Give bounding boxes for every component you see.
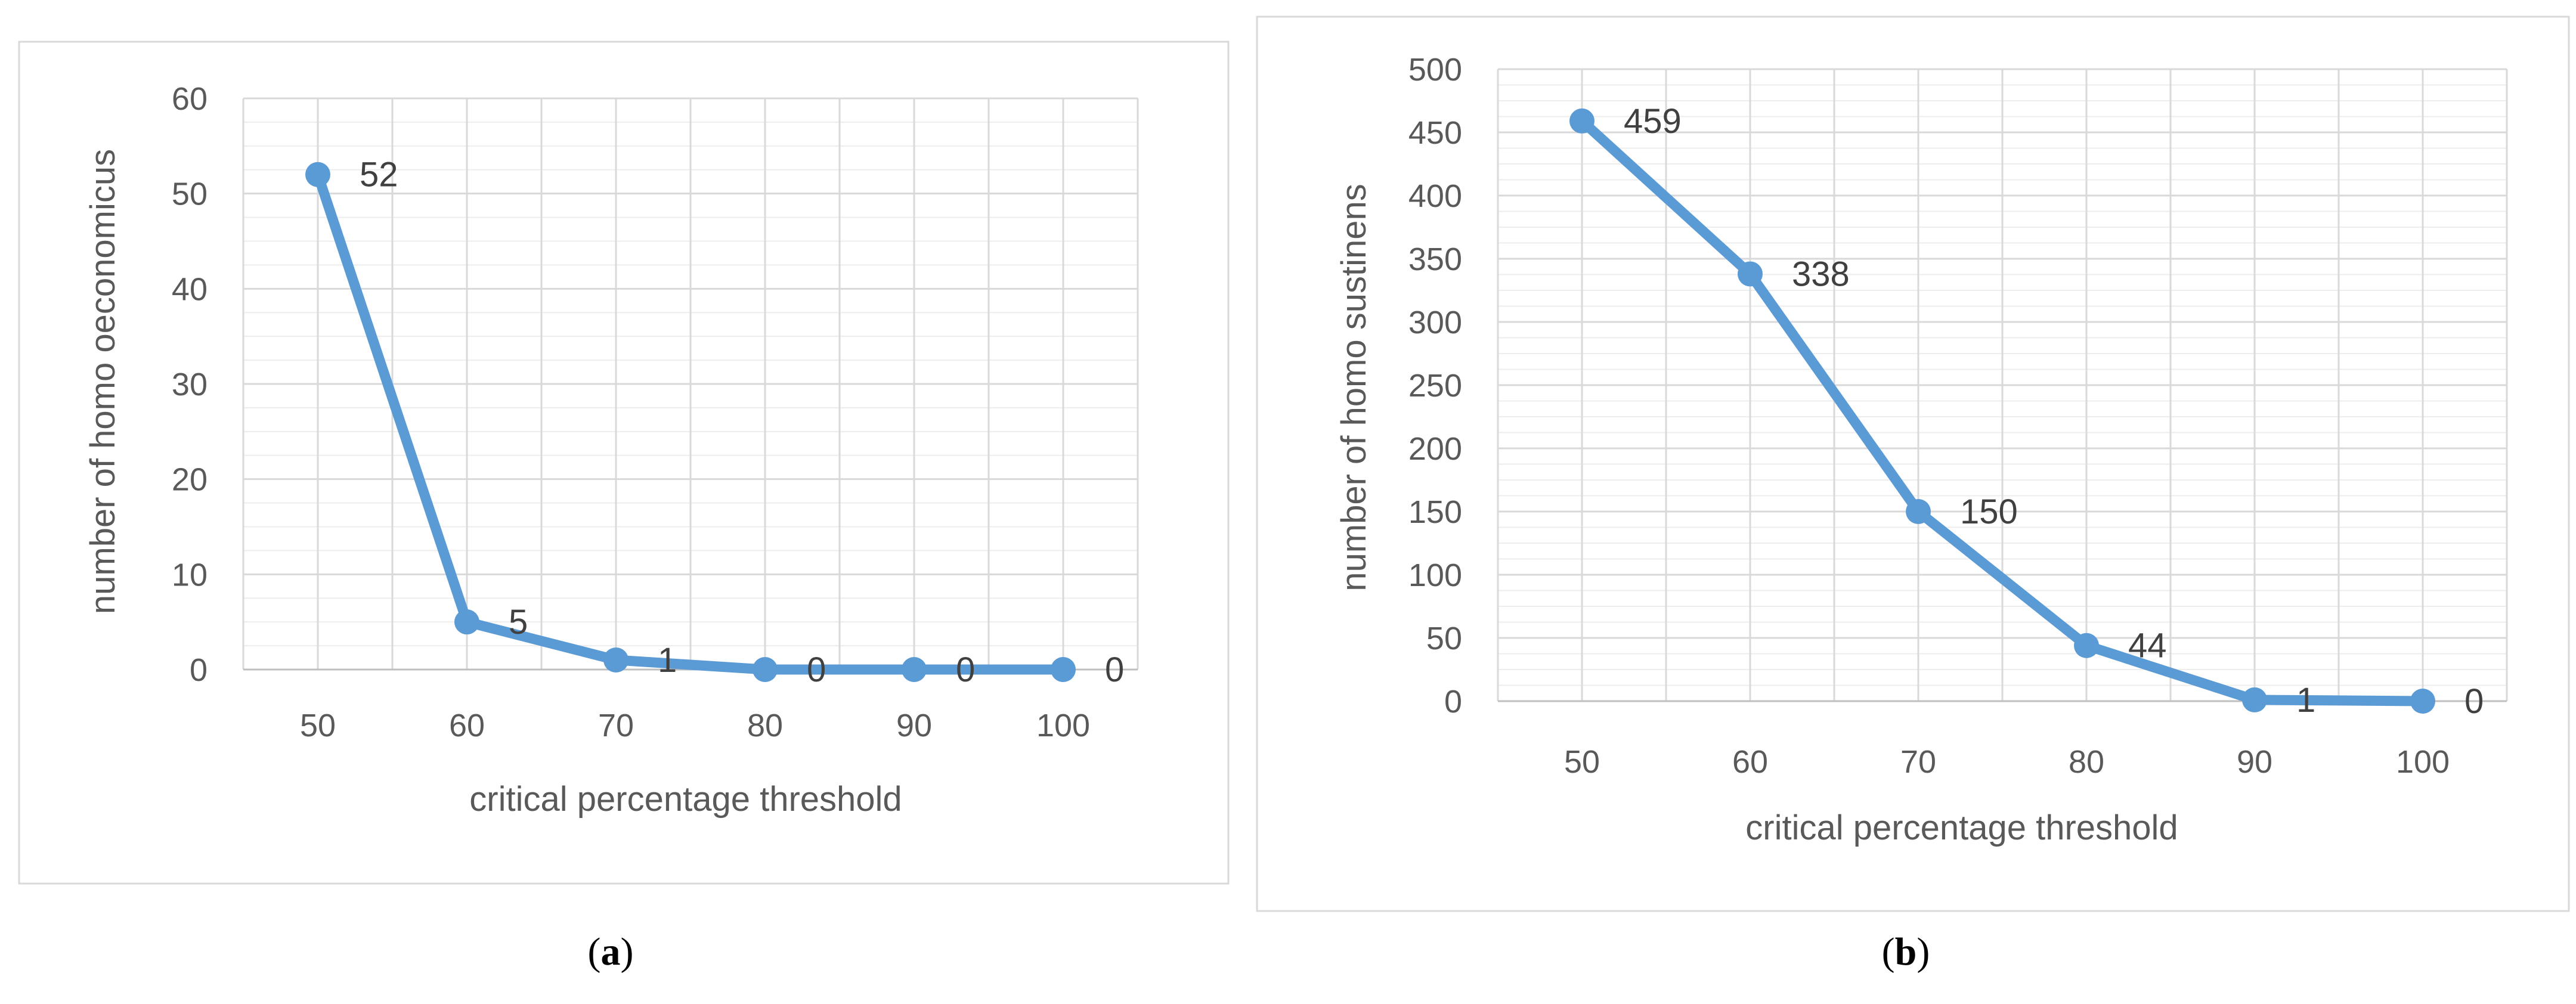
caption-b-letter: b <box>1895 930 1917 974</box>
chart-b-y-ticks: 0 50 100 150 200 250 300 350 400 450 500 <box>1408 52 1462 720</box>
chart-b-data-label: 459 <box>1624 102 1682 141</box>
chart-b-y-tick-label: 100 <box>1408 557 1462 593</box>
chart-b-data-point <box>2074 633 2099 658</box>
chart-a-data-label: 0 <box>1105 650 1124 689</box>
chart-b-series-line <box>1578 117 2423 706</box>
chart-b-data-point <box>2410 689 2435 714</box>
chart-a-y-tick-label: 50 <box>172 176 208 212</box>
chart-b-data-labels: 459 338 150 44 1 0 <box>1624 102 2484 721</box>
chart-b-y-tick-label: 450 <box>1408 115 1462 151</box>
chart-a-data-label: 5 <box>509 603 528 642</box>
chart-b-data-point <box>1738 261 1763 287</box>
chart-a-y-tick-label: 60 <box>172 81 208 117</box>
chart-b-data-point <box>1906 499 1931 524</box>
chart-b-x-tick-label: 60 <box>1732 744 1768 780</box>
chart-b-series <box>1578 117 2423 706</box>
chart-a-series-line <box>312 173 1063 675</box>
chart-a-x-axis-label: critical percentage threshold <box>469 780 902 819</box>
chart-a-x-tick-label: 90 <box>896 708 932 743</box>
svg-text:(b): (b) <box>1882 930 1930 974</box>
chart-b-data-point <box>2242 687 2267 712</box>
chart-a-data-label: 0 <box>807 650 826 689</box>
chart-a-x-ticks: 50 60 70 80 90 100 <box>300 708 1090 743</box>
chart-b-x-tick-label: 90 <box>2237 744 2272 780</box>
chart-a-points <box>305 162 1076 682</box>
chart-b-data-label: 150 <box>1960 492 2018 531</box>
chart-a-data-label: 52 <box>360 156 398 194</box>
chart-b-grid <box>1497 68 2508 702</box>
chart-b-x-tick-label: 50 <box>1564 744 1600 780</box>
chart-a-data-label: 0 <box>956 650 975 689</box>
chart-a-y-tick-label: 30 <box>172 367 208 402</box>
chart-a-data-point <box>454 609 479 635</box>
chart-a-x-tick-label: 100 <box>1036 708 1090 743</box>
chart-b-data-label: 338 <box>1792 255 1850 293</box>
chart-b-x-axis-label: critical percentage threshold <box>1745 808 2178 847</box>
chart-a-x-tick-label: 50 <box>300 708 336 743</box>
caption-b: (b) <box>1882 930 1930 974</box>
chart-a-y-axis-label: number of homo oeconomicus <box>83 149 122 614</box>
chart-b-x-tick-label: 70 <box>1900 744 1936 780</box>
chart-a-y-tick-label: 0 <box>190 652 208 688</box>
chart-a-x-tick-label: 80 <box>747 708 783 743</box>
chart-a-x-tick-label: 70 <box>598 708 634 743</box>
caption-a: (a) <box>588 930 634 974</box>
chart-b-y-tick-label: 200 <box>1408 431 1462 467</box>
chart-b-y-tick-label: 150 <box>1408 494 1462 530</box>
chart-b-data-label: 0 <box>2464 682 2484 721</box>
chart-a-y-tick-label: 40 <box>172 271 208 307</box>
chart-b-y-tick-label: 500 <box>1408 52 1462 88</box>
chart-a-y-tick-label: 10 <box>172 557 208 593</box>
chart-b-y-tick-label: 0 <box>1444 684 1462 720</box>
chart-b-y-tick-label: 300 <box>1408 305 1462 340</box>
chart-a-x-tick-label: 60 <box>449 708 485 743</box>
chart-b-data-point <box>1569 108 1594 134</box>
chart-b-x-tick-label: 100 <box>2396 744 2450 780</box>
chart-b: 0 50 100 150 200 250 300 350 400 450 500 50 60 70 80 9… <box>1256 16 2570 912</box>
chart-a-data-point <box>1051 657 1076 682</box>
chart-b-y-tick-label: 400 <box>1408 178 1462 214</box>
chart-a-y-ticks: 0 10 20 30 40 50 60 <box>172 81 208 688</box>
svg-text:(a): (a) <box>588 930 634 974</box>
chart-b-y-tick-label: 250 <box>1408 368 1462 404</box>
chart-a-data-point <box>902 657 927 682</box>
chart-a-y-tick-label: 20 <box>172 462 208 498</box>
chart-a-data-labels: 52 5 1 0 0 0 <box>360 156 1124 689</box>
chart-b-data-label: 1 <box>2296 681 2315 720</box>
chart-b-x-ticks: 50 60 70 80 90 100 <box>1564 744 2450 780</box>
chart-a-data-point <box>305 162 330 187</box>
chart-a-border <box>18 41 1230 885</box>
chart-a-data-point <box>753 657 778 682</box>
caption-a-letter: a <box>601 930 621 974</box>
chart-b-y-tick-label: 50 <box>1426 621 1462 656</box>
chart-b-points <box>1569 108 2435 714</box>
chart-a-series <box>312 173 1063 675</box>
chart-b-x-tick-label: 80 <box>2069 744 2104 780</box>
chart-b-data-label: 44 <box>2128 627 2167 665</box>
chart-b-y-axis-label: number of homo sustinens <box>1335 184 1373 591</box>
chart-a-data-point <box>603 647 628 673</box>
chart-a-data-label: 1 <box>658 641 677 680</box>
chart-b-y-tick-label: 350 <box>1408 241 1462 277</box>
